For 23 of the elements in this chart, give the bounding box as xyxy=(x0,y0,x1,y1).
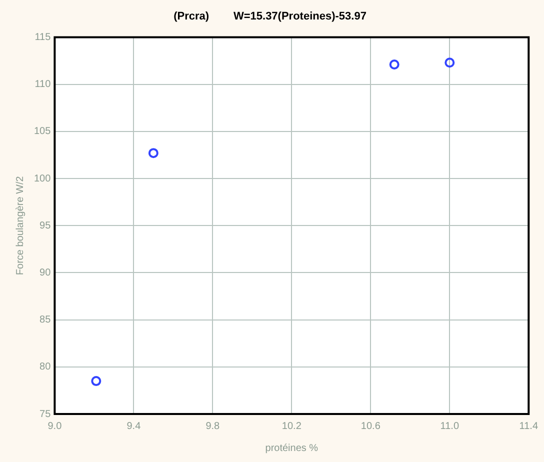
x-axis-title: protéines % xyxy=(265,442,318,454)
chart-title: (Prcra) W=15.37(Proteines)-53.97 xyxy=(174,10,366,23)
y-tick-label: 110 xyxy=(34,79,52,90)
x-tick-label: 10.2 xyxy=(282,420,302,432)
y-tick-label: 85 xyxy=(40,314,52,326)
y-tick-label: 75 xyxy=(40,408,52,420)
point xyxy=(91,376,102,386)
y-tick-label: 115 xyxy=(34,32,52,43)
y-axis-title: Force boulangère W/2 xyxy=(14,176,26,276)
x-tick-label: 11.4 xyxy=(519,420,538,432)
y-tick-label: 80 xyxy=(40,362,52,373)
y-tick-label: 105 xyxy=(34,126,52,138)
point xyxy=(148,148,158,158)
x-tick-label: 10.6 xyxy=(360,420,381,432)
point xyxy=(444,58,455,68)
y-tick-label: 100 xyxy=(34,173,52,184)
y-tick-label: 95 xyxy=(40,220,52,232)
x-tick-label: 9.4 xyxy=(126,420,142,432)
x-tick-label: 11.0 xyxy=(440,420,460,432)
x-tick-label: 9.0 xyxy=(48,420,62,432)
point xyxy=(389,60,400,70)
y-tick-label: 90 xyxy=(40,267,52,278)
x-tick-label: 9.8 xyxy=(206,420,220,432)
